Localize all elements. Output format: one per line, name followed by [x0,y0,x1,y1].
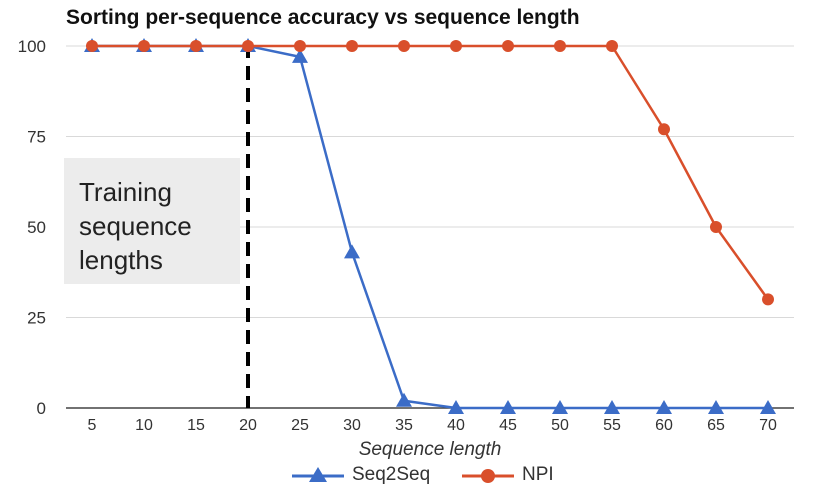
x-tick-label-35: 35 [395,417,413,434]
data-point-npi-20 [242,40,254,52]
x-tick-label-10: 10 [135,417,153,434]
x-axis-label: Sequence length [359,439,502,460]
x-tick-label-40: 40 [447,417,465,434]
x-tick-label-55: 55 [603,417,621,434]
data-point-seq2seq-30 [344,244,360,259]
y-tick-label-0: 0 [37,399,46,418]
data-point-seq2seq-40 [448,400,464,414]
legend-swatch-seq2seq [292,467,344,482]
x-tick-label-20: 20 [239,417,257,434]
data-point-seq2seq-45 [500,400,516,414]
y-tick-label-50: 50 [27,218,46,237]
training-lengths-annotation: Training sequence lengths [79,177,192,275]
x-tick-label-60: 60 [655,417,673,434]
data-point-npi-60 [658,123,670,136]
data-point-npi-45 [502,40,514,52]
x-tick-label-50: 50 [551,417,569,434]
x-tick-label-45: 45 [499,417,517,434]
x-tick-label-5: 5 [88,417,97,434]
data-point-npi-30 [346,40,358,52]
legend-swatch-npi [462,469,514,483]
data-point-seq2seq-25 [292,48,308,63]
x-tick-label-70: 70 [759,417,777,434]
data-point-npi-65 [710,221,722,233]
x-tick-label-25: 25 [291,417,309,434]
data-point-npi-55 [606,40,618,52]
x-tick-label-15: 15 [187,417,205,434]
data-point-seq2seq-55 [604,400,620,414]
x-tick-label-65: 65 [707,417,725,434]
data-point-seq2seq-35 [396,392,412,407]
data-point-seq2seq-60 [656,400,672,414]
data-point-npi-5 [86,40,98,52]
data-point-npi-10 [138,40,150,52]
data-point-npi-15 [190,40,202,52]
series-line-npi [92,44,770,301]
data-point-npi-50 [554,40,566,52]
data-point-seq2seq-70 [760,400,776,414]
data-point-npi-40 [450,40,462,52]
legend-label-seq2seq: Seq2Seq [352,464,431,485]
data-point-npi-35 [398,40,410,52]
data-point-npi-25 [294,40,306,52]
data-point-seq2seq-50 [552,400,568,414]
y-tick-label-75: 75 [27,128,46,147]
legend-label-npi: NPI [522,464,554,485]
data-point-npi-70 [762,293,774,306]
y-tick-label-25: 25 [27,309,46,328]
data-point-seq2seq-65 [708,400,724,414]
training-lengths-box [64,158,240,284]
x-tick-label-30: 30 [343,417,361,434]
y-tick-label-100: 100 [18,37,46,56]
chart-title: Sorting per-sequence accuracy vs sequenc… [66,6,580,29]
